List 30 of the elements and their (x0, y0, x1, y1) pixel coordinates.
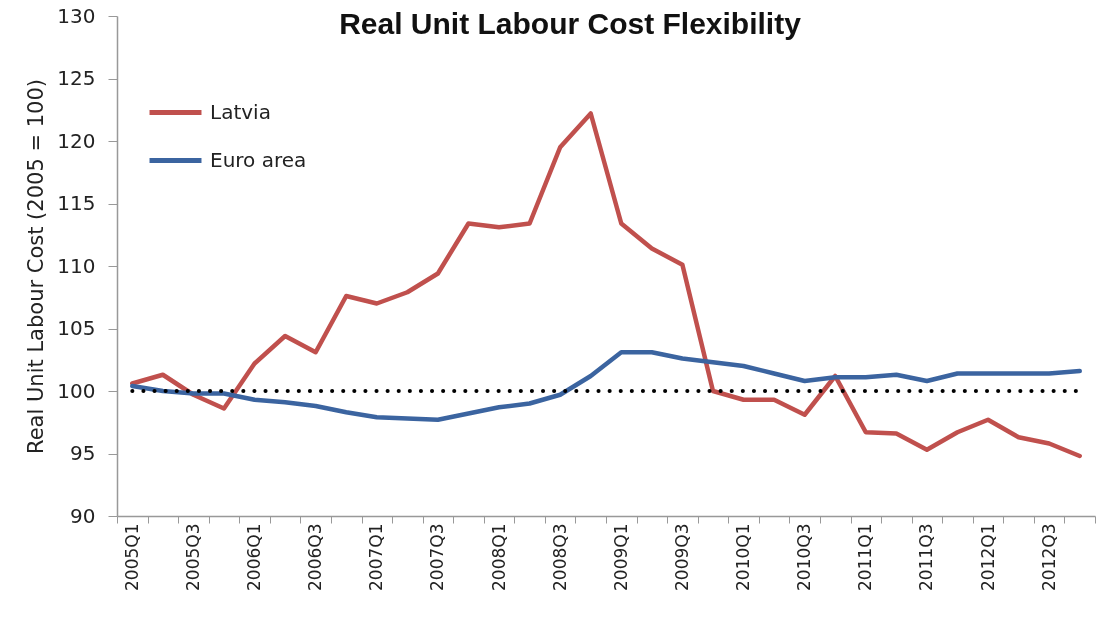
x-tick-label: 2008Q1 (488, 523, 509, 591)
x-tick-label: 2005Q1 (121, 523, 142, 591)
y-tick-label: 95 (70, 441, 96, 465)
x-tick-label: 2007Q3 (427, 523, 448, 591)
x-tick-label: 2012Q1 (977, 523, 998, 591)
y-axis-title: Real Unit Labour Cost (2005 = 100) (24, 79, 49, 454)
y-tick-label: 100 (57, 378, 96, 403)
x-tick-label: 2008Q3 (549, 523, 570, 591)
x-tick-label: 2010Q1 (733, 523, 754, 591)
x-tick-label: 2009Q1 (610, 523, 631, 591)
x-tick-label: 2005Q3 (182, 523, 203, 591)
x-tick-label: 2009Q3 (671, 523, 692, 591)
y-tick-label: 115 (57, 191, 96, 215)
y-tick-label: 125 (57, 66, 96, 90)
x-tick-label: 2006Q1 (244, 523, 265, 591)
chart-title: Real Unit Labour Cost Flexibility (339, 7, 802, 40)
line-series (130, 350, 1082, 422)
x-tick-label: 2012Q3 (1038, 523, 1059, 591)
legend-label: Euro area (210, 147, 307, 172)
y-tick-label: 120 (57, 128, 96, 153)
y-tick-label: 105 (57, 316, 96, 340)
legend-label: Latvia (210, 99, 271, 124)
y-tick-label: 110 (57, 253, 96, 278)
x-tick-label: 2007Q1 (366, 523, 387, 591)
x-tick-label: 2006Q3 (305, 523, 326, 591)
x-tick-label: 2011Q1 (855, 523, 876, 591)
x-tick-label: 2011Q3 (916, 523, 937, 591)
x-tick-label: 2010Q3 (794, 523, 815, 591)
y-tick-label: 90 (70, 503, 96, 528)
y-tick-label: 130 (57, 3, 96, 28)
